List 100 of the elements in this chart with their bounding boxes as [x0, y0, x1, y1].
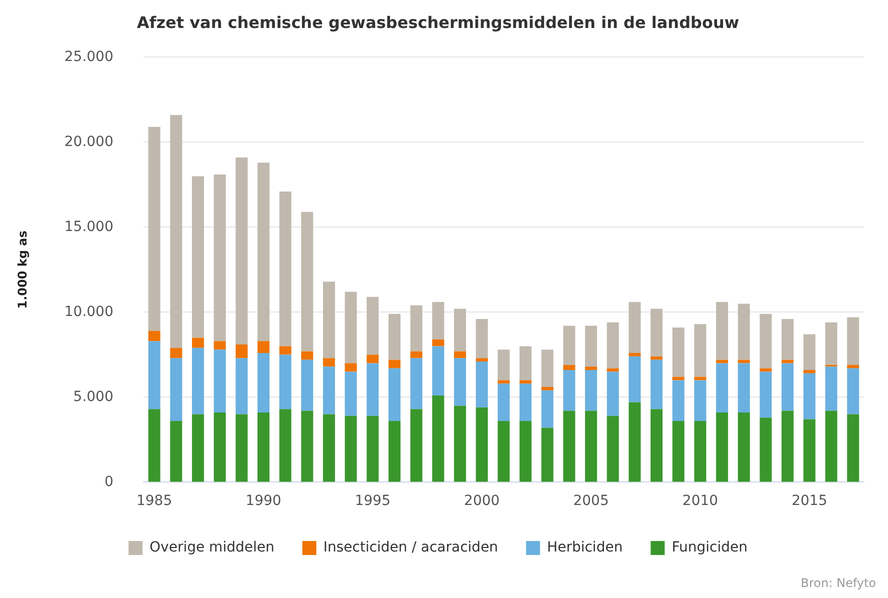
- bar: [585, 366, 598, 370]
- bar: [738, 304, 750, 360]
- bar: [301, 360, 314, 411]
- bar: [301, 212, 314, 352]
- bar: [170, 421, 182, 482]
- bar: [214, 412, 226, 482]
- bar: [541, 428, 554, 482]
- y-tick-label: 10.000: [64, 304, 114, 320]
- bar: [454, 308, 466, 352]
- bar: [847, 364, 860, 368]
- bar: [236, 414, 248, 482]
- bar: [476, 407, 488, 482]
- bar: [716, 412, 728, 482]
- bar: [257, 341, 270, 353]
- bar: [366, 296, 379, 355]
- bar: [432, 302, 444, 340]
- bar: [366, 363, 379, 416]
- bar: [344, 416, 357, 482]
- bar: [432, 396, 444, 482]
- x-tick-label: 2000: [464, 493, 500, 510]
- bar: [170, 115, 182, 348]
- bar: [279, 354, 292, 410]
- bar: [476, 358, 488, 362]
- bar: [520, 384, 532, 421]
- bar: [716, 302, 728, 360]
- bar: [388, 314, 401, 360]
- bar: [214, 350, 226, 412]
- bar: [563, 326, 576, 365]
- bar: [716, 363, 728, 412]
- text: Bron: Nefyto: [800, 576, 876, 590]
- bar: [410, 358, 422, 410]
- legend-label: Fungiciden: [672, 540, 748, 556]
- bar: [563, 364, 576, 370]
- bar: [170, 358, 182, 421]
- x-tick-label: 1990: [246, 493, 282, 510]
- bar: [782, 363, 794, 411]
- bar: [606, 322, 619, 368]
- bar: [344, 363, 357, 372]
- bar: [628, 402, 641, 482]
- bar: [606, 416, 619, 482]
- bar: [322, 366, 336, 414]
- bar: [170, 348, 182, 358]
- bar: [628, 302, 641, 353]
- bar: [650, 308, 663, 356]
- bar: [628, 353, 641, 356]
- bar: [738, 412, 750, 482]
- bar: [192, 338, 204, 348]
- bar: [148, 126, 160, 331]
- legend-label: Insecticiden / acaraciden: [323, 540, 498, 556]
- bar: [279, 346, 292, 355]
- bar: [192, 414, 204, 482]
- bar: [410, 305, 422, 352]
- bar: [694, 380, 706, 421]
- bar: [498, 350, 510, 380]
- bar: [672, 328, 684, 377]
- legend-label: Herbiciden: [547, 540, 623, 556]
- bar: [148, 341, 160, 410]
- bar: [606, 372, 619, 416]
- bar: [454, 351, 466, 358]
- bar: [585, 326, 598, 367]
- bar: [498, 384, 510, 421]
- bar: [322, 358, 336, 367]
- chart-title: Afzet van chemische gewasbeschermingsmiddelen in de landbouw: [136, 12, 740, 32]
- y-tick-label: 0: [104, 474, 114, 490]
- x-tick-label: 2015: [792, 493, 828, 510]
- bar: [650, 360, 663, 410]
- bar: [672, 421, 684, 482]
- bar: [344, 292, 357, 364]
- bar: [236, 158, 248, 344]
- bar: [214, 174, 226, 342]
- bar: [322, 282, 336, 358]
- bar: [782, 410, 794, 482]
- bar: [279, 192, 292, 346]
- bar: [803, 334, 816, 370]
- bar: [279, 409, 292, 482]
- bar: [563, 410, 576, 482]
- bar: [236, 344, 248, 358]
- bar: [628, 356, 641, 402]
- bar: [650, 356, 663, 360]
- bar: [563, 370, 576, 411]
- x-tick-label: 2010: [682, 493, 718, 510]
- bar: [803, 419, 816, 482]
- legend-label: Overige middelen: [150, 540, 274, 556]
- bar: [520, 421, 532, 482]
- x-tick-label: 1995: [354, 493, 390, 510]
- bar: [432, 346, 444, 396]
- bar: [476, 319, 488, 358]
- y-axis-title: 1.000 kg as: [15, 230, 30, 309]
- bar: [257, 353, 270, 412]
- bar: [825, 322, 838, 365]
- bar: [520, 380, 532, 384]
- bar: [650, 409, 663, 482]
- bar: [738, 363, 750, 412]
- bar: [388, 368, 401, 421]
- bar: [192, 176, 204, 338]
- bar: [585, 370, 598, 411]
- bar: [520, 346, 532, 380]
- bar: [541, 390, 554, 428]
- bar: [257, 412, 270, 482]
- x-tick-label: 1985: [136, 493, 172, 510]
